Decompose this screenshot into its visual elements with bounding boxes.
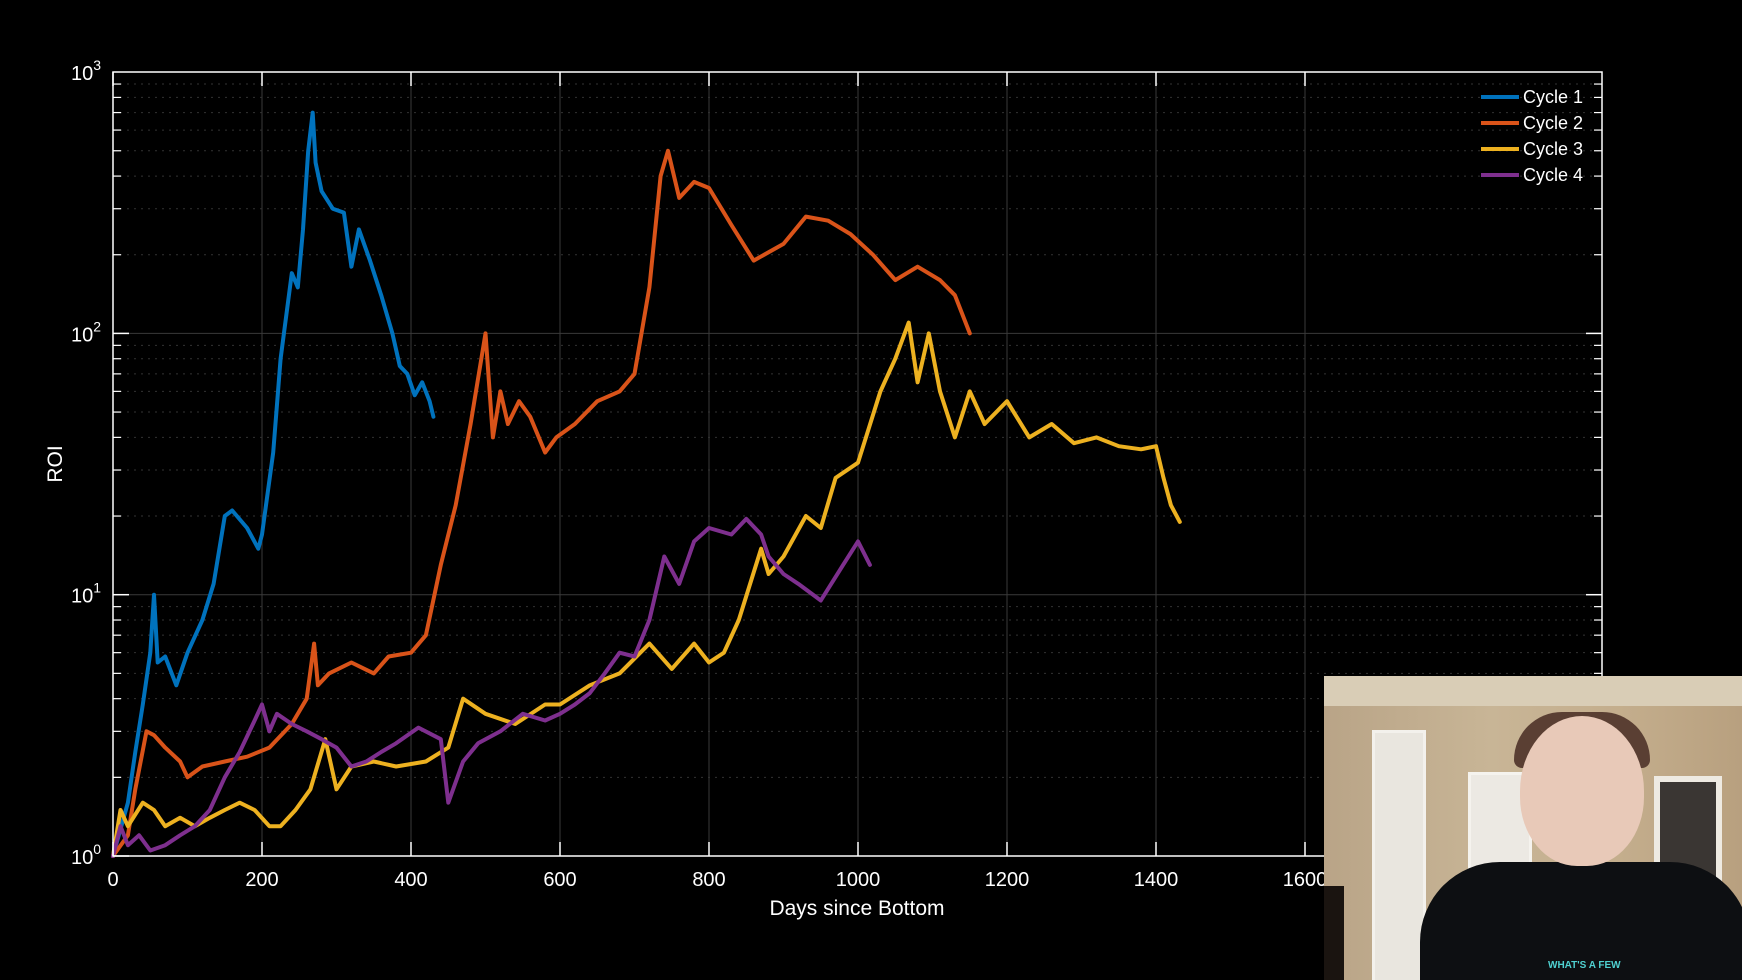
ceiling (1324, 676, 1742, 706)
series-line-cycle-4 (111, 516, 872, 858)
webcam-overlay: WHAT'S A FEW (1324, 676, 1742, 980)
x-tick-label: 1400 (1134, 869, 1179, 891)
legend-label-cycle-2: Cycle 2 (1523, 113, 1583, 133)
data-series (111, 110, 1182, 858)
y-tick-label: 100 (71, 841, 101, 869)
legend-label-cycle-4: Cycle 4 (1523, 165, 1583, 185)
x-tick-label: 600 (543, 869, 576, 891)
y-tick-label: 101 (71, 580, 101, 608)
axis-ticks (112, 72, 1602, 857)
y-tick-labels: 100 101 102 103 (71, 57, 101, 869)
x-tick-label: 400 (394, 869, 427, 891)
x-tick-labels: 0 200 400 600 800 1000 1200 1400 1600 (107, 869, 1327, 891)
person-shirt (1420, 862, 1742, 980)
legend: Cycle 1 Cycle 2 Cycle 3 Cycle 4 (1481, 87, 1583, 185)
grid-lines (113, 72, 1602, 856)
door-left (1372, 730, 1426, 980)
y-tick-label: 103 (71, 57, 101, 85)
legend-label-cycle-1: Cycle 1 (1523, 87, 1583, 107)
shirt-text: WHAT'S A FEW (1548, 960, 1621, 971)
person-face (1520, 716, 1644, 866)
x-axis-title: Days since Bottom (769, 897, 944, 920)
y-axis-title: ROI (44, 445, 67, 482)
x-tick-label: 1200 (985, 869, 1030, 891)
y-tick-label: 102 (71, 318, 101, 346)
x-tick-label: 1600 (1283, 869, 1328, 891)
chair (1324, 886, 1344, 980)
series-line-cycle-3 (111, 320, 1182, 858)
series-line-cycle-2 (111, 148, 972, 858)
x-tick-label: 0 (107, 869, 118, 891)
x-tick-label: 800 (692, 869, 725, 891)
series-line-cycle-1 (111, 110, 436, 858)
x-tick-label: 1000 (836, 869, 881, 891)
x-tick-label: 200 (245, 869, 278, 891)
legend-label-cycle-3: Cycle 3 (1523, 139, 1583, 159)
